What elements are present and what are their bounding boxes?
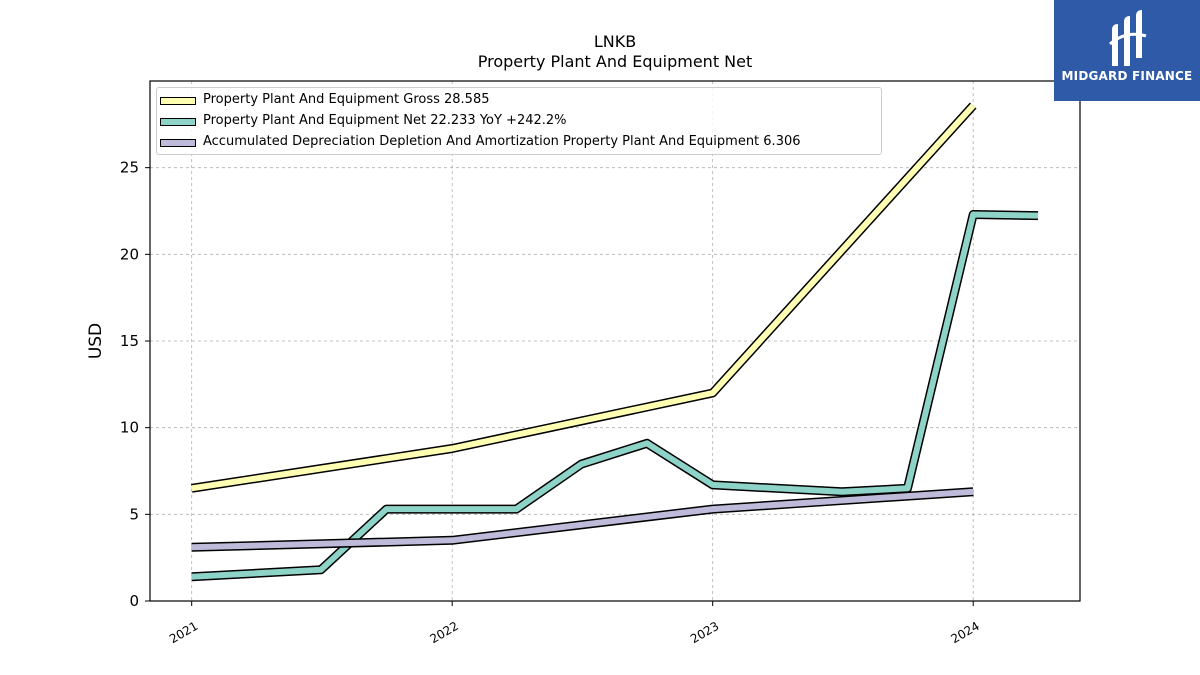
x-tick-label: 2024 <box>948 619 981 646</box>
legend-swatch-net <box>160 118 196 126</box>
y-tick-label: 15 <box>120 332 139 350</box>
y-tick-label: 20 <box>120 245 139 263</box>
legend-label-net: Property Plant And Equipment Net 22.233 … <box>203 113 567 128</box>
legend-swatch-accumulated <box>160 139 196 147</box>
midgard-finance-logo: MIDGARD FINANCE <box>1054 0 1200 101</box>
series-lines <box>191 102 1039 582</box>
y-tick-label: 0 <box>129 592 139 610</box>
legend-label-accumulated: Accumulated Depreciation Depletion And A… <box>203 134 801 149</box>
series-line-outline-0 <box>191 102 977 493</box>
x-tick-label: 2021 <box>167 619 200 646</box>
series-line-1 <box>191 211 1039 580</box>
x-tick-label: 2022 <box>427 619 460 646</box>
logo-mark-icon <box>1109 10 1147 66</box>
logo-text: MIDGARD FINANCE <box>1061 69 1193 83</box>
y-tick-label: 25 <box>120 159 139 177</box>
chart-title: LNKB <box>593 32 637 51</box>
legend-item-gross: Property Plant And Equipment Gross 28.58… <box>157 91 877 111</box>
y-tick-label: 10 <box>120 419 139 437</box>
legend: Property Plant And Equipment Gross 28.58… <box>156 87 882 155</box>
legend-item-accumulated: Accumulated Depreciation Depletion And A… <box>157 133 877 153</box>
legend-item-net: Property Plant And Equipment Net 22.233 … <box>157 112 877 132</box>
y-axis-label: USD <box>86 323 106 359</box>
y-tick-label: 5 <box>129 505 139 523</box>
series-line-2 <box>191 488 974 551</box>
chart-subtitle: Property Plant And Equipment Net <box>477 52 753 71</box>
series-line-0 <box>191 103 976 492</box>
x-tick-label: 2023 <box>688 619 721 646</box>
legend-swatch-gross <box>160 97 196 105</box>
legend-label-gross: Property Plant And Equipment Gross 28.58… <box>203 92 490 107</box>
